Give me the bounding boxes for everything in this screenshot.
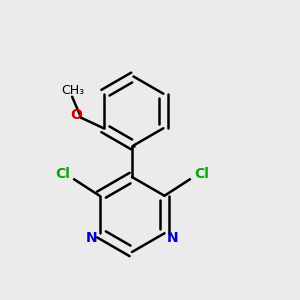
Text: Cl: Cl (55, 167, 70, 181)
Text: N: N (86, 231, 98, 245)
Text: CH₃: CH₃ (61, 84, 84, 97)
Text: O: O (70, 108, 82, 122)
Text: Cl: Cl (194, 167, 209, 181)
Text: N: N (167, 231, 178, 245)
